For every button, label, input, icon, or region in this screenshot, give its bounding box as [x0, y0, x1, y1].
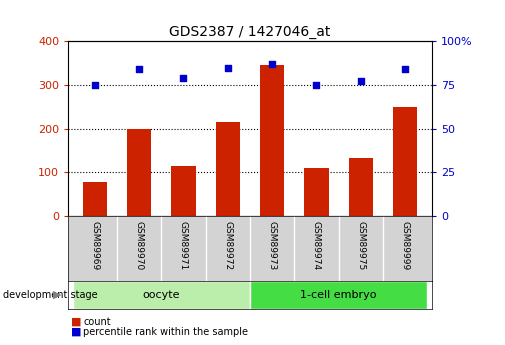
Bar — [83, 182, 107, 216]
Text: ■: ■ — [71, 317, 81, 326]
Bar — [393, 107, 417, 216]
Text: GSM89970: GSM89970 — [135, 221, 143, 270]
Bar — [171, 166, 195, 216]
Point — [91, 82, 99, 88]
Point — [357, 79, 365, 84]
Text: oocyte: oocyte — [142, 290, 180, 300]
Text: 1-cell embryo: 1-cell embryo — [300, 290, 377, 300]
Text: count: count — [83, 317, 111, 326]
Text: ▶: ▶ — [53, 290, 61, 300]
Point — [179, 75, 187, 81]
Text: GSM89972: GSM89972 — [223, 221, 232, 270]
Text: GSM89999: GSM89999 — [400, 221, 410, 270]
Text: GSM89973: GSM89973 — [268, 221, 277, 270]
Bar — [73, 281, 250, 309]
Point — [268, 61, 276, 67]
Bar — [260, 65, 284, 216]
Bar — [348, 158, 373, 216]
Point — [313, 82, 321, 88]
Text: ■: ■ — [71, 327, 81, 337]
Bar — [305, 168, 329, 216]
Point — [135, 67, 143, 72]
Title: GDS2387 / 1427046_at: GDS2387 / 1427046_at — [169, 25, 331, 39]
Bar — [250, 281, 427, 309]
Bar — [127, 128, 152, 216]
Text: GSM89971: GSM89971 — [179, 221, 188, 270]
Text: development stage: development stage — [3, 290, 97, 300]
Text: GSM89974: GSM89974 — [312, 221, 321, 270]
Bar — [216, 122, 240, 216]
Point — [224, 65, 232, 70]
Text: percentile rank within the sample: percentile rank within the sample — [83, 327, 248, 337]
Text: GSM89975: GSM89975 — [357, 221, 365, 270]
Text: GSM89969: GSM89969 — [90, 221, 99, 270]
Point — [401, 67, 409, 72]
